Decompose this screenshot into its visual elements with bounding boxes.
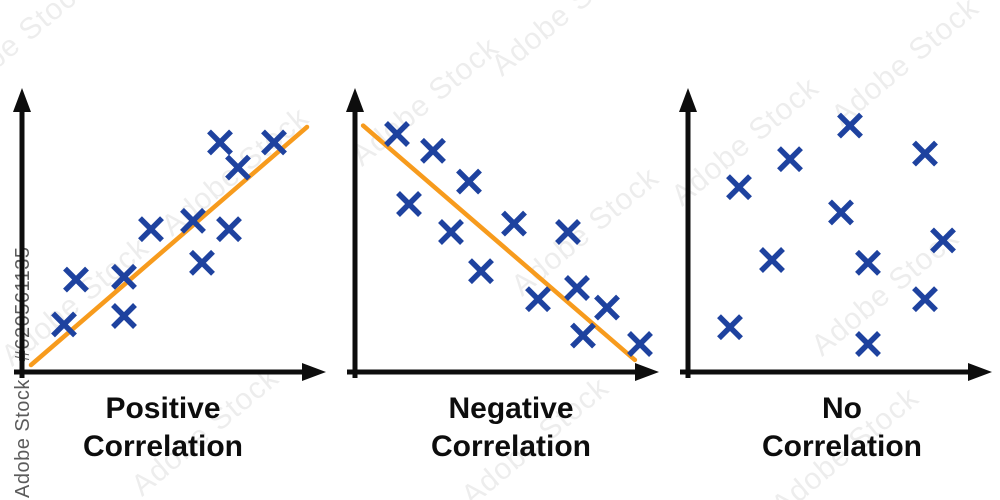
x-marker xyxy=(180,207,206,234)
x-marker xyxy=(384,121,410,147)
x-marker xyxy=(51,311,77,338)
positive-correlation-plot xyxy=(13,88,326,381)
x-marker xyxy=(912,140,938,167)
x-marker xyxy=(138,216,164,243)
x-marker xyxy=(717,314,743,341)
y-axis-arrowhead xyxy=(679,88,697,112)
x-marker xyxy=(555,219,581,245)
x-marker xyxy=(63,266,89,293)
caption-line: Correlation xyxy=(430,430,592,463)
x-marker xyxy=(111,263,137,290)
x-marker xyxy=(525,286,551,313)
x-marker xyxy=(396,191,422,217)
trend-line xyxy=(360,123,638,363)
x-marker xyxy=(225,154,251,181)
x-marker xyxy=(261,129,287,156)
x-marker xyxy=(111,303,137,329)
x-marker xyxy=(438,219,464,245)
x-axis-arrowhead xyxy=(302,363,326,381)
x-marker xyxy=(837,112,863,139)
x-marker xyxy=(855,249,881,276)
caption-line: No xyxy=(822,392,862,425)
caption-line: Positive xyxy=(105,392,221,425)
x-marker xyxy=(726,174,752,201)
x-marker xyxy=(564,275,590,301)
x-axis-arrowhead xyxy=(968,363,992,381)
x-marker xyxy=(501,210,527,237)
x-marker xyxy=(759,247,785,273)
adobe-stock-watermark: Adobe Stock xyxy=(485,0,646,83)
x-marker xyxy=(627,331,653,357)
caption-line: Correlation xyxy=(761,430,923,463)
plot-caption-positive: Positive Correlation xyxy=(13,390,313,466)
plot-caption-negative: Negative Correlation xyxy=(361,390,661,466)
x-marker xyxy=(207,129,233,156)
x-marker xyxy=(930,227,956,254)
y-axis-arrowhead xyxy=(13,88,31,112)
x-marker xyxy=(912,286,938,313)
trend-line xyxy=(28,124,310,368)
x-marker xyxy=(594,294,620,321)
x-marker xyxy=(855,331,881,357)
plot-caption-none: No Correlation xyxy=(692,390,992,466)
x-marker xyxy=(189,249,215,276)
x-marker xyxy=(216,216,242,243)
x-marker xyxy=(777,146,803,173)
x-marker xyxy=(456,168,482,195)
negative-correlation-plot xyxy=(346,88,659,381)
x-marker xyxy=(468,258,494,285)
caption-line: Negative xyxy=(448,392,574,425)
x-marker xyxy=(828,199,854,226)
x-marker xyxy=(570,322,596,349)
no-correlation-plot xyxy=(679,88,992,381)
y-axis-arrowhead xyxy=(346,88,364,112)
x-axis-arrowhead xyxy=(635,363,659,381)
x-marker xyxy=(420,137,446,164)
caption-line: Correlation xyxy=(82,430,244,463)
